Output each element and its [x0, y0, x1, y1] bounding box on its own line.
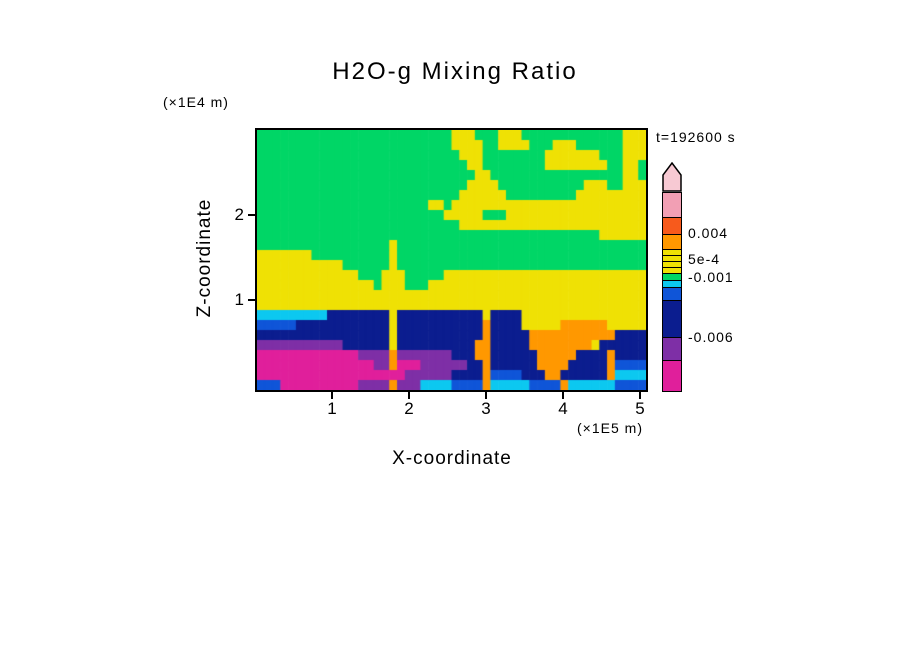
colorbar-level-label: -0.006 — [688, 329, 734, 345]
colorbar-segment — [663, 360, 681, 391]
time-annotation: t=192600 s — [656, 129, 736, 145]
colorbar-segments — [662, 192, 682, 392]
colorbar-segment — [663, 300, 681, 337]
colorbar-segment — [663, 217, 681, 234]
colorbar-segment — [663, 261, 681, 267]
colorbar-level-label: 0.004 — [688, 225, 729, 241]
x-tick-label: 2 — [404, 399, 414, 418]
x-axis-units-label: (×1E5 m) — [577, 420, 643, 436]
colorbar-arrow-icon — [662, 162, 682, 192]
colorbar-segment — [663, 267, 681, 273]
colorbar-segment — [663, 280, 681, 287]
y-axis-units-label: (×1E4 m) — [163, 94, 229, 110]
y-tick-mark — [248, 214, 255, 216]
x-tick-label: 1 — [327, 399, 337, 418]
plot-frame — [255, 128, 648, 392]
colorbar-segment — [663, 193, 681, 217]
y-tick-label: 1 — [234, 290, 244, 309]
colorbar-level-label: -0.001 — [688, 269, 734, 285]
colorbar-segment — [663, 337, 681, 360]
colorbar-segment — [663, 249, 681, 255]
plot-title: H2O-g Mixing Ratio — [332, 58, 578, 85]
x-tick-mark — [639, 392, 641, 399]
colorbar-segment — [663, 287, 681, 300]
y-tick-mark — [248, 299, 255, 301]
x-tick-label: 5 — [635, 399, 645, 418]
colorbar-segment — [663, 234, 681, 249]
x-tick-mark — [562, 392, 564, 399]
y-tick-label: 2 — [234, 205, 244, 224]
x-tick-label: 3 — [481, 399, 491, 418]
x-tick-mark — [408, 392, 410, 399]
x-tick-mark — [485, 392, 487, 399]
x-tick-mark — [331, 392, 333, 399]
colorbar-segment — [663, 273, 681, 280]
contour-field — [257, 130, 646, 390]
x-axis-label: X-coordinate — [392, 448, 512, 469]
colorbar-segment — [663, 255, 681, 261]
colorbar-level-label: 5e-4 — [688, 251, 721, 267]
x-tick-label: 4 — [558, 399, 568, 418]
